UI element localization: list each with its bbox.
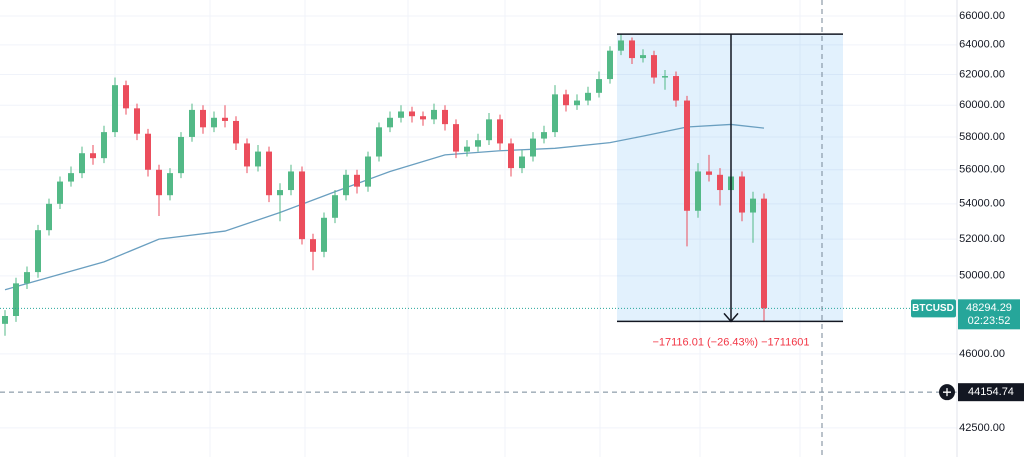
candle-body [101, 132, 107, 159]
candle-body [761, 198, 767, 309]
candle-body [222, 117, 228, 121]
y-tick-label: 52000.00 [959, 233, 1005, 245]
candle-body [156, 169, 162, 196]
add-alert-icon [943, 388, 951, 397]
grid [0, 0, 957, 457]
crosshair-price: 44154.74 [968, 386, 1014, 398]
candle-body [145, 133, 151, 170]
candle-body [365, 156, 371, 187]
symbol-box [911, 299, 956, 318]
candle-body [552, 94, 558, 133]
candle-body [684, 100, 690, 211]
candle-body [607, 50, 613, 80]
candle-body [695, 171, 701, 211]
candle-body [585, 92, 591, 101]
candle-body [200, 109, 206, 128]
candle-body [57, 181, 63, 204]
candle-body [332, 195, 338, 218]
candle-body [233, 120, 239, 144]
candle-body [398, 111, 404, 118]
candle-body [508, 143, 514, 169]
candle-body [13, 283, 19, 316]
candle-body [431, 109, 437, 120]
candle-body [255, 151, 261, 167]
y-tick-label: 60000.00 [959, 99, 1005, 111]
price-scale: 42500.00 46000.00 50000.00 52000.00 54000.00… [911, 10, 1024, 434]
y-tick-label: 42500.00 [959, 422, 1005, 434]
measure-arrowhead [723, 312, 739, 323]
candle-body [123, 85, 129, 109]
candle-body [409, 111, 415, 117]
candle-body [354, 174, 360, 187]
candle-body [497, 119, 503, 144]
candle-body [662, 76, 668, 78]
y-tick-label: 62000.00 [959, 68, 1005, 80]
candle-body [486, 119, 492, 141]
candle-body [178, 136, 184, 174]
candle-body [24, 272, 30, 284]
candle-body [464, 146, 470, 152]
candle-body [629, 40, 635, 59]
last-price: 48294.29 [966, 302, 1012, 314]
candle-body [442, 109, 448, 125]
candle-body [618, 40, 624, 51]
candle-body [519, 156, 525, 169]
y-tick-label: 50000.00 [959, 270, 1005, 282]
y-tick-label: 66000.00 [959, 10, 1005, 22]
candle-body [288, 171, 294, 191]
candle-body [596, 79, 602, 93]
countdown: 02:23:52 [968, 315, 1011, 327]
y-tick-label: 54000.00 [959, 198, 1005, 210]
candle-body [673, 76, 679, 101]
candle-body [2, 315, 8, 324]
candle-body [79, 153, 85, 174]
candle-body [651, 55, 657, 78]
candle-body [299, 171, 305, 240]
candle-body [167, 173, 173, 196]
candle-body [35, 230, 41, 273]
y-tick-label: 46000.00 [959, 348, 1005, 360]
crosshair-price-box [958, 383, 1024, 402]
candle-body [112, 85, 118, 133]
candle-body [750, 198, 756, 213]
moving-average [4, 123, 765, 291]
candle-body [134, 108, 140, 134]
candle-body [321, 217, 327, 252]
candle-body [189, 109, 195, 137]
candle-body [530, 138, 536, 157]
symbol-label: BTCUSD [912, 303, 954, 314]
y-tick-label: 64000.00 [959, 39, 1005, 51]
candle-body [387, 117, 393, 128]
candle-body [453, 124, 459, 152]
candle-body [266, 151, 272, 196]
candle-body [706, 171, 712, 175]
candle-body [420, 116, 426, 120]
candle-body [717, 174, 723, 191]
candle-body [244, 143, 250, 167]
candle-body [563, 94, 569, 106]
candle-body [574, 100, 580, 106]
y-tick-label: 58000.00 [959, 131, 1005, 143]
candle-body [376, 127, 382, 157]
candle-body [343, 174, 349, 196]
y-tick-label: 56000.00 [959, 164, 1005, 176]
candle-body [541, 132, 547, 139]
candle-body [90, 153, 96, 159]
candle-body [211, 117, 217, 128]
candle-body [310, 239, 316, 252]
candle-body [739, 176, 745, 213]
candle-body [46, 203, 52, 231]
last-price-box [958, 299, 1020, 330]
plot: −17116.01 (−26.43%) −1711601 [0, 0, 957, 457]
candle-body [640, 55, 646, 59]
candle-body [475, 140, 481, 147]
candle-body [277, 190, 283, 196]
measure-label: −17116.01 (−26.43%) −1711601 [652, 336, 809, 348]
candle-body [68, 173, 74, 182]
